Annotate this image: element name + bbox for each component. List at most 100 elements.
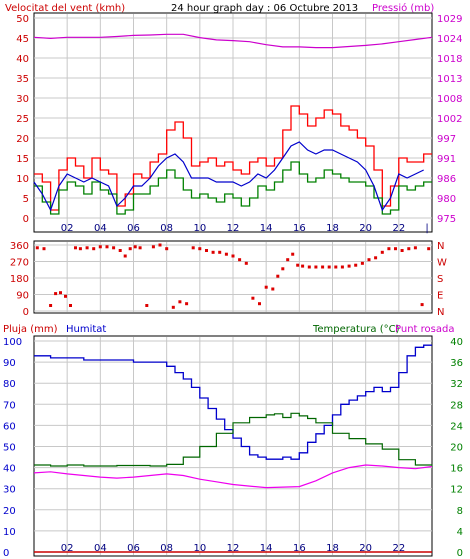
temperature-label: Temperatura (°C) xyxy=(312,324,400,335)
y-right-tick: 0 xyxy=(457,548,463,559)
y-right-tick: 40 xyxy=(450,337,463,348)
x-tick: 06 xyxy=(127,223,140,234)
x-tick: 20 xyxy=(359,543,372,554)
y-right-tick: 1008 xyxy=(437,94,462,105)
y-left-tick: 90 xyxy=(3,358,16,369)
y-right-tick: 1018 xyxy=(437,54,462,65)
direction-point xyxy=(420,303,424,307)
y-right-tick: 16 xyxy=(450,464,463,475)
direction-point xyxy=(98,245,102,249)
x-tick: 04 xyxy=(94,223,107,234)
y-left-tick: 45 xyxy=(16,34,29,45)
direction-point xyxy=(185,302,189,306)
direction-point xyxy=(291,252,295,256)
x-tick: 10 xyxy=(193,223,206,234)
direction-point xyxy=(264,285,268,289)
direction-point xyxy=(374,256,378,260)
direction-point xyxy=(296,263,300,267)
direction-point xyxy=(244,261,248,265)
wind-gust-line xyxy=(34,105,432,211)
humidity-line xyxy=(34,344,432,460)
y-right-compass-tick: N xyxy=(437,307,444,318)
direction-point xyxy=(231,254,235,258)
y-left-tick: 20 xyxy=(16,134,29,145)
direction-point xyxy=(307,265,311,269)
direction-point xyxy=(251,296,255,300)
y-left-tick: 360 xyxy=(10,241,29,252)
rain-label: Pluja (mm) xyxy=(3,324,58,335)
direction-point xyxy=(69,304,72,307)
y-left-tick: 35 xyxy=(16,74,29,85)
wind-smoothed-line xyxy=(33,141,424,212)
y-right-tick: 991 xyxy=(437,154,456,165)
x-tick: 16 xyxy=(293,223,306,234)
y-left-tick: 270 xyxy=(10,258,29,269)
direction-point xyxy=(191,246,195,250)
direction-point xyxy=(347,264,351,268)
pressure-line xyxy=(33,33,433,49)
y-right-tick: 1029 xyxy=(437,14,462,25)
direction-point xyxy=(59,291,62,295)
x-tick: 08 xyxy=(160,223,173,234)
y-right-tick: 32 xyxy=(450,379,463,390)
y-left-tick: 25 xyxy=(16,114,29,125)
y-right-tick: 975 xyxy=(437,214,456,225)
y-left-tick: 180 xyxy=(10,274,29,285)
y-right-tick: 1002 xyxy=(437,114,462,125)
direction-point xyxy=(367,258,371,262)
x-tick: 10 xyxy=(193,543,206,554)
y-right-tick: 20 xyxy=(450,443,463,454)
wind-direction-plot xyxy=(35,243,431,309)
y-right-tick: 1024 xyxy=(437,34,462,45)
direction-point xyxy=(413,246,417,250)
y-left-tick: 0 xyxy=(23,307,29,318)
y-left-tick: 40 xyxy=(16,54,29,65)
direction-point xyxy=(281,267,285,271)
direction-point xyxy=(198,247,202,251)
direction-point xyxy=(158,243,162,247)
direction-point xyxy=(123,254,127,258)
direction-point xyxy=(35,246,39,250)
x-tick: 02 xyxy=(61,543,74,554)
direction-point xyxy=(340,265,344,269)
y-left-tick: 70 xyxy=(3,400,16,411)
x-tick: 22 xyxy=(392,543,405,554)
direction-point xyxy=(301,264,305,268)
x-tick: 16 xyxy=(293,543,306,554)
humidity-temperature-plot xyxy=(33,344,433,553)
y-right-compass-tick: N xyxy=(437,241,444,252)
y-left-tick: 0 xyxy=(3,548,9,559)
direction-point xyxy=(321,265,325,269)
direction-point xyxy=(314,265,318,269)
direction-point xyxy=(400,249,404,252)
direction-point xyxy=(407,247,411,251)
temperature-line xyxy=(34,412,433,467)
direction-point xyxy=(394,247,397,251)
y-right-compass-tick: S xyxy=(437,274,443,285)
y-left-tick: 90 xyxy=(16,291,29,302)
y-left-tick: 10 xyxy=(16,174,29,185)
direction-point xyxy=(85,246,89,250)
direction-point xyxy=(128,247,132,251)
direction-point xyxy=(178,300,182,304)
pressure-label: Pressió (mb) xyxy=(372,2,434,14)
wind-speed-label: Velocitat del vent (kmh) xyxy=(5,3,125,14)
y-left-tick: 50 xyxy=(16,14,29,25)
direction-point xyxy=(211,250,215,254)
y-right-compass-tick: E xyxy=(437,291,443,302)
x-tick-end: | xyxy=(425,223,428,234)
direction-point xyxy=(205,249,208,252)
direction-point xyxy=(92,247,96,251)
direction-point xyxy=(224,252,228,256)
y-left-tick: 30 xyxy=(3,485,16,496)
direction-point xyxy=(218,250,222,254)
direction-point xyxy=(151,245,155,249)
direction-point xyxy=(238,258,242,262)
x-tick: 14 xyxy=(260,223,273,234)
direction-point xyxy=(74,246,77,250)
direction-point xyxy=(145,304,149,307)
direction-point xyxy=(380,250,384,254)
dewpoint-line xyxy=(33,464,433,489)
x-tick: 06 xyxy=(127,543,140,554)
direction-point xyxy=(258,302,261,306)
